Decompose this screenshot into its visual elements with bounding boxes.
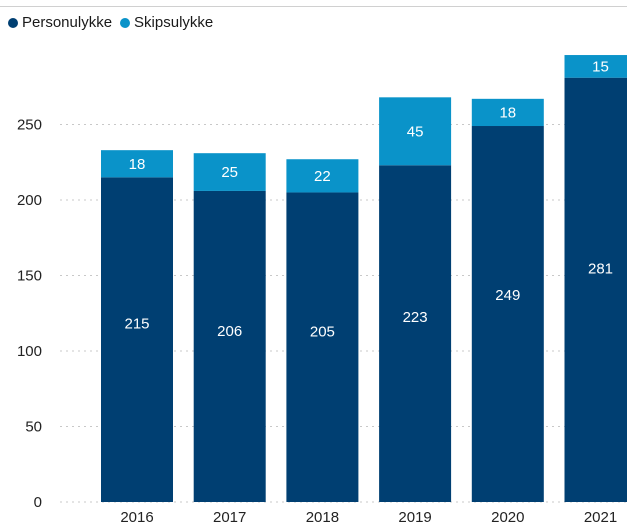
x-tick-label: 2020 xyxy=(491,509,524,525)
bar-skipsulykke-2017 xyxy=(193,153,266,191)
bar-skipsulykke-2019 xyxy=(379,97,452,166)
bar-skipsulykke-2020 xyxy=(471,98,544,127)
y-tick-label: 0 xyxy=(34,494,42,511)
legend-item-skipsulykke: Skipsulykke xyxy=(120,14,213,31)
bar-skipsulykke-2018 xyxy=(286,159,359,193)
bar-personulykke-2017 xyxy=(193,190,266,502)
x-tick-label: 2017 xyxy=(213,509,246,525)
y-tick-label: 50 xyxy=(25,419,42,436)
bar-personulykke-2016 xyxy=(101,177,173,502)
data-label-personulykke-2016: 215 xyxy=(124,315,149,332)
data-label-personulykke-2020: 249 xyxy=(495,287,520,304)
legend-label-skipsulykke: Skipsulykke xyxy=(134,14,214,31)
bar-personulykke-2020 xyxy=(471,126,544,502)
data-label-skipsulykke-2016: 18 xyxy=(129,156,146,173)
bar-skipsulykke-2016 xyxy=(101,150,173,178)
data-label-personulykke-2017: 206 xyxy=(217,323,242,340)
bar-personulykke-2019 xyxy=(379,165,452,502)
y-tick-label: 100 xyxy=(17,343,42,360)
legend: Personulykke Skipsulykke xyxy=(8,14,213,31)
x-tick-label: 2019 xyxy=(398,509,431,525)
legend-swatch-personulykke xyxy=(8,17,18,28)
legend-label-personulykke: Personulykke xyxy=(22,14,113,31)
bar-personulykke-2018 xyxy=(286,192,359,502)
x-tick-label: 2016 xyxy=(120,509,153,525)
data-label-skipsulykke-2020: 18 xyxy=(499,104,516,121)
y-tick-label: 250 xyxy=(17,117,42,134)
y-tick-label: 150 xyxy=(17,268,42,285)
y-tick-label: 200 xyxy=(17,192,42,209)
data-label-skipsulykke-2019: 45 xyxy=(407,123,424,140)
data-label-personulykke-2019: 223 xyxy=(403,309,428,326)
data-label-skipsulykke-2021: 15 xyxy=(592,58,609,75)
bar-personulykke-2021 xyxy=(564,77,627,502)
legend-item-personulykke: Personulykke xyxy=(8,14,112,31)
bar-skipsulykke-2021 xyxy=(564,55,627,78)
data-label-skipsulykke-2017: 25 xyxy=(221,164,238,181)
legend-swatch-skipsulykke xyxy=(120,17,131,28)
data-label-skipsulykke-2018: 22 xyxy=(314,168,331,185)
data-label-personulykke-2021: 281 xyxy=(588,261,613,278)
x-tick-label: 2021 xyxy=(584,509,617,525)
data-label-personulykke-2018: 205 xyxy=(310,324,335,341)
x-tick-label: 2018 xyxy=(306,509,339,525)
top-rule xyxy=(0,6,627,7)
